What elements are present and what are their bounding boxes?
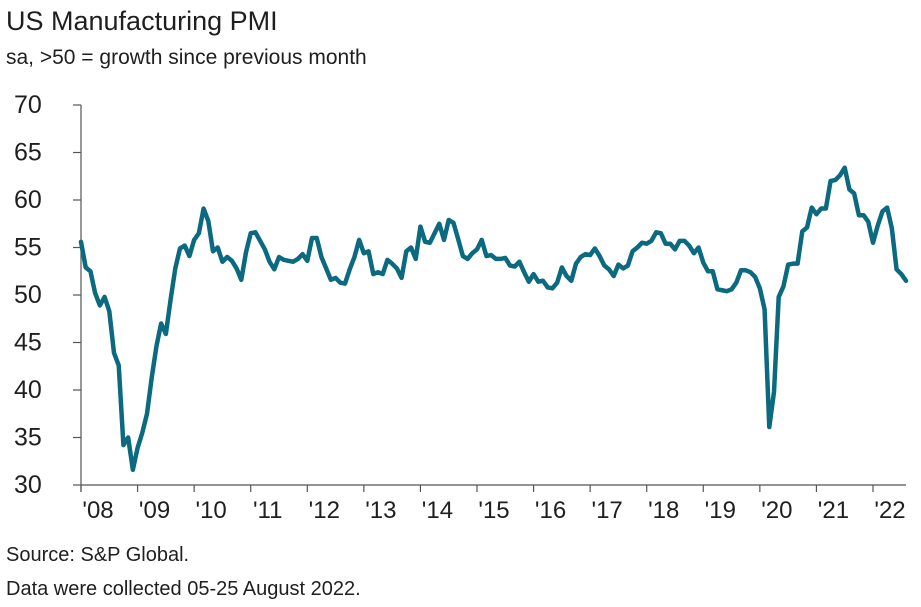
x-tick-label: '22: [874, 497, 905, 524]
x-tick-label: '12: [309, 497, 340, 524]
y-tick-label: 55: [14, 234, 42, 262]
collection-note: Data were collected 05-25 August 2022.: [6, 578, 361, 600]
x-tick-label: '17: [592, 497, 623, 524]
x-tick-label: '20: [761, 497, 792, 524]
chart-subtitle: sa, >50 = growth since previous month: [6, 46, 367, 69]
y-tick-label: 40: [14, 376, 42, 404]
x-tick-label: '14: [422, 497, 453, 524]
x-tick-label: '15: [478, 497, 509, 524]
x-tick-label: '11: [253, 497, 283, 524]
chart-title: US Manufacturing PMI: [6, 6, 278, 36]
x-tick-label: '13: [365, 497, 396, 524]
x-tick-label: '21: [818, 497, 849, 524]
y-tick-label: 45: [14, 329, 42, 357]
y-tick-label: 70: [14, 91, 42, 119]
x-tick-label: '18: [648, 497, 679, 524]
y-axis: 70 65 60 55 50 45 40 35 30: [14, 91, 81, 499]
x-tick-label: '10: [196, 497, 227, 524]
x-tick-label: '08: [82, 497, 113, 524]
x-tick-label: '19: [705, 497, 736, 524]
pmi-series-line: [78, 165, 909, 473]
source-note: Source: S&P Global.: [6, 544, 190, 566]
y-tick-label: 30: [14, 471, 42, 499]
series-layer: [78, 165, 909, 473]
y-tick-label: 35: [14, 424, 42, 452]
x-tick-label: '09: [139, 497, 170, 524]
x-tick-label: '16: [535, 497, 566, 524]
y-tick-label: 60: [14, 186, 42, 214]
x-axis: '08 '09 '10 '11 '12 '13 '14 '15 '16 '17 '18 '19 '20 '…: [80, 485, 906, 524]
axes-frame: [80, 105, 906, 492]
y-tick-label: 65: [14, 139, 42, 167]
y-tick-label: 50: [14, 281, 42, 309]
